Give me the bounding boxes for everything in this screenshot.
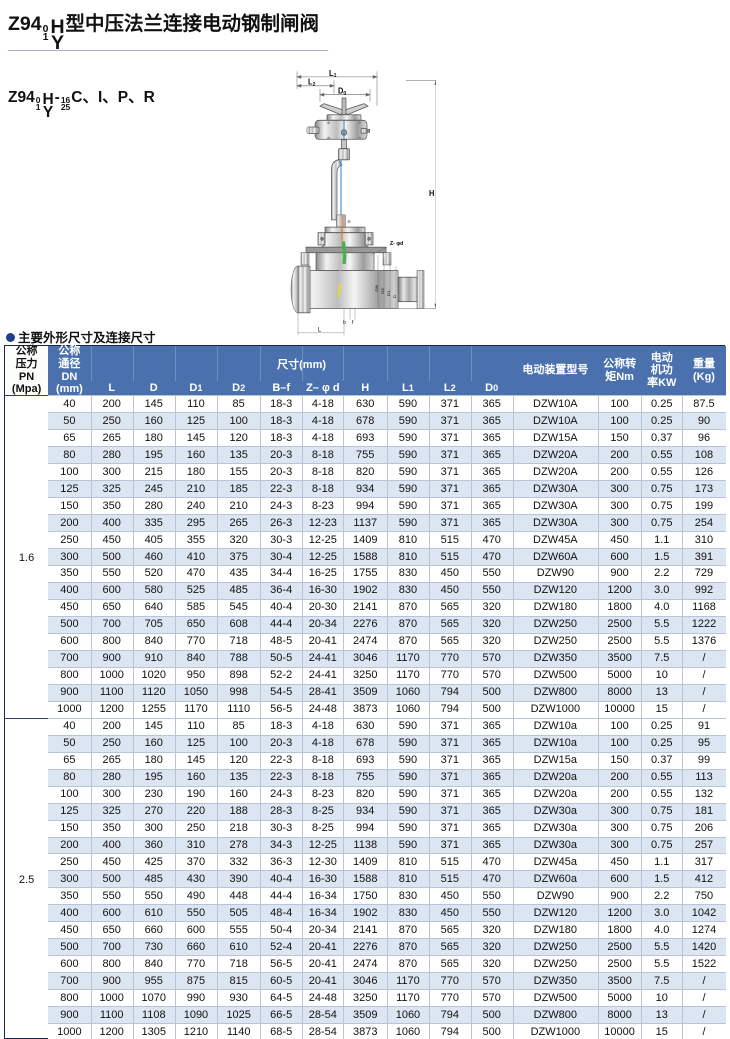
svg-text:D0: D0 <box>338 86 346 97</box>
svg-text:f: f <box>352 320 354 326</box>
svg-text:D1: D1 <box>386 290 391 296</box>
svg-text:DN: DN <box>374 285 379 291</box>
svg-text:D2: D2 <box>380 288 385 294</box>
svg-text:b: b <box>343 320 346 326</box>
svg-text:L1: L1 <box>329 68 336 79</box>
svg-text:L2: L2 <box>308 77 315 88</box>
svg-text:H: H <box>429 189 435 198</box>
svg-text:D: D <box>392 295 397 298</box>
svg-text:Z- φd: Z- φd <box>390 241 403 247</box>
